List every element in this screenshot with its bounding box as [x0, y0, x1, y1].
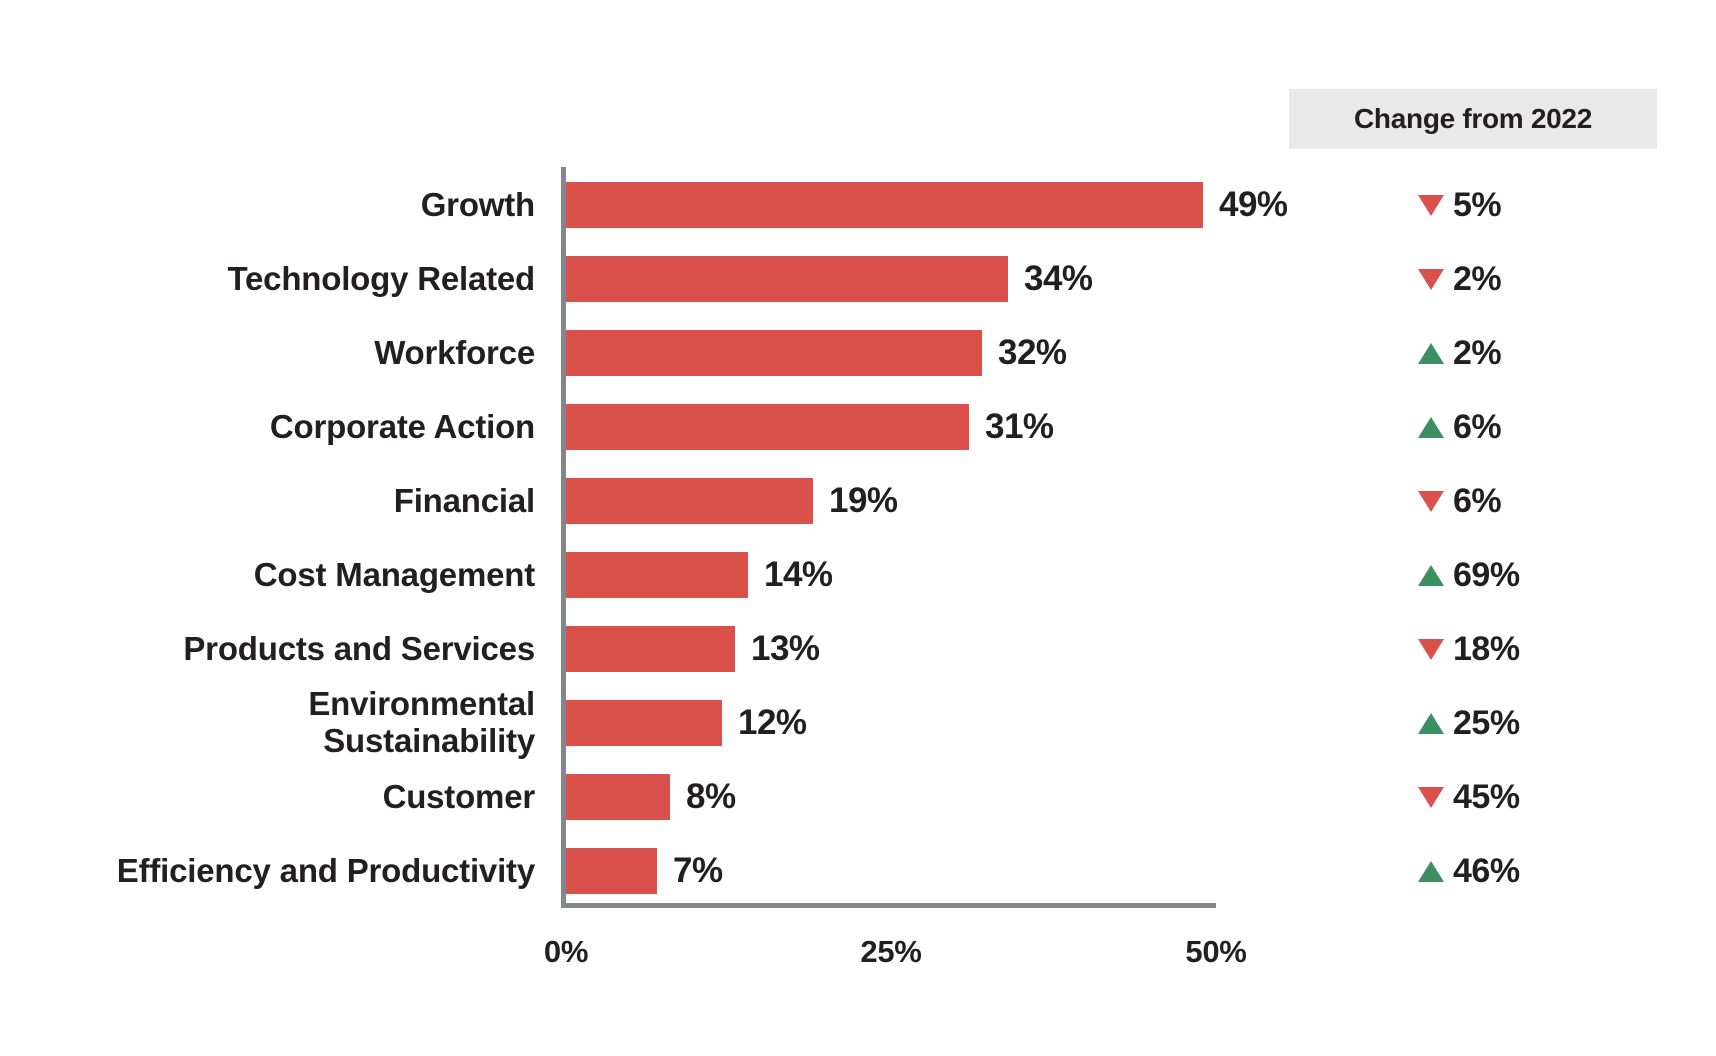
- change-triangle-icon: [1418, 416, 1444, 438]
- bar: [566, 774, 670, 820]
- category-label: Environmental Sustainability: [308, 685, 535, 759]
- chart-row: Workforce 32% 2%: [0, 316, 1716, 390]
- change-value-label: 25%: [1453, 703, 1520, 742]
- bar: [566, 182, 1203, 228]
- category-label: Growth: [420, 185, 535, 223]
- chart-row: Efficiency and Productivity 7% 46%: [0, 834, 1716, 908]
- change-cell: 25%: [1418, 686, 1520, 760]
- category-label: Cost Management: [253, 555, 535, 593]
- bar: [566, 848, 657, 894]
- bar: [566, 478, 813, 524]
- change-triangle-icon: [1418, 786, 1444, 808]
- change-value-label: 2%: [1453, 333, 1502, 372]
- change-value-label: 18%: [1453, 629, 1520, 668]
- change-triangle-icon: [1418, 268, 1444, 290]
- change-cell: 45%: [1418, 760, 1520, 834]
- change-cell: 46%: [1418, 834, 1520, 908]
- change-column-header: Change from 2022: [1289, 89, 1657, 149]
- chart-row: Cost Management 14% 69%: [0, 538, 1716, 612]
- change-value-label: 45%: [1453, 777, 1520, 816]
- chart-row: Technology Related 34% 2%: [0, 242, 1716, 316]
- bar: [566, 552, 748, 598]
- category-label: Financial: [393, 481, 535, 519]
- y-axis-line: [561, 167, 566, 908]
- bar: [566, 700, 722, 746]
- bar: [566, 256, 1008, 302]
- change-cell: 18%: [1418, 612, 1520, 686]
- x-tick-0: 0%: [543, 934, 589, 969]
- change-cell: 6%: [1418, 464, 1502, 538]
- bar-value-label: 12%: [738, 703, 807, 742]
- chart-row: Environmental Sustainability 12% 25%: [0, 685, 1716, 760]
- bar-value-label: 8%: [686, 777, 736, 816]
- change-triangle-icon: [1418, 638, 1444, 660]
- change-value-label: 6%: [1453, 481, 1502, 520]
- bar-value-label: 34%: [1024, 259, 1093, 298]
- bar-value-label: 13%: [751, 629, 820, 668]
- category-label: Efficiency and Productivity: [116, 851, 535, 889]
- change-value-label: 69%: [1453, 555, 1520, 594]
- chart-row: Products and Services 13% 18%: [0, 612, 1716, 686]
- change-value-label: 2%: [1453, 259, 1502, 298]
- x-tick-25: 25%: [860, 934, 922, 969]
- bar-value-label: 7%: [673, 851, 723, 890]
- chart-row: Customer 8% 45%: [0, 760, 1716, 834]
- category-label: Products and Services: [183, 629, 535, 667]
- change-cell: 69%: [1418, 538, 1520, 612]
- category-label: Customer: [382, 777, 536, 815]
- change-triangle-icon: [1418, 194, 1444, 216]
- bar-value-label: 32%: [998, 333, 1067, 372]
- category-label: Technology Related: [227, 259, 536, 297]
- chart-row: Growth 49% 5%: [0, 168, 1716, 242]
- change-triangle-icon: [1418, 490, 1444, 512]
- bar: [566, 626, 735, 672]
- change-cell: 2%: [1418, 316, 1502, 390]
- bar-value-label: 19%: [829, 481, 898, 520]
- change-triangle-icon: [1418, 564, 1444, 586]
- change-cell: 2%: [1418, 242, 1502, 316]
- bar-value-label: 31%: [985, 407, 1054, 446]
- change-triangle-icon: [1418, 860, 1444, 882]
- category-label: Corporate Action: [269, 407, 535, 445]
- x-tick-50: 50%: [1185, 934, 1247, 969]
- chart-row: Financial 19% 6%: [0, 464, 1716, 538]
- bar-value-label: 49%: [1219, 185, 1288, 224]
- change-triangle-icon: [1418, 712, 1444, 734]
- x-axis-line: [561, 903, 1216, 908]
- bar: [566, 330, 982, 376]
- bar: [566, 404, 969, 450]
- bar-value-label: 14%: [764, 555, 833, 594]
- change-cell: 6%: [1418, 390, 1502, 464]
- change-value-label: 6%: [1453, 407, 1502, 446]
- chart-row: Corporate Action 31% 6%: [0, 390, 1716, 464]
- category-label: Workforce: [374, 333, 535, 371]
- change-triangle-icon: [1418, 342, 1444, 364]
- change-cell: 5%: [1418, 168, 1502, 242]
- change-value-label: 5%: [1453, 185, 1502, 224]
- change-value-label: 46%: [1453, 851, 1520, 890]
